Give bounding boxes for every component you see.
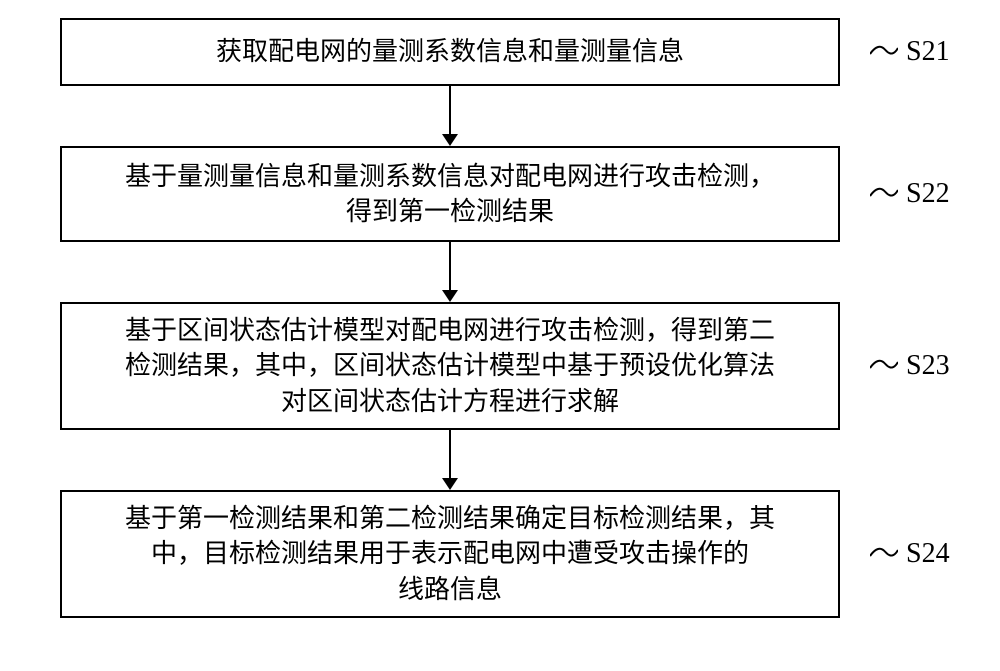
step-row-s24: 基于第一检测结果和第二检测结果确定目标检测结果，其中，目标检测结果用于表示配电网… bbox=[0, 490, 1000, 618]
connector-tilde bbox=[870, 182, 898, 207]
step-text-line: 对区间状态估计方程进行求解 bbox=[281, 384, 619, 419]
arrow bbox=[0, 242, 1000, 302]
step-label-cell: S24 bbox=[840, 538, 1000, 570]
step-row-s22: 基于量测量信息和量测系数信息对配电网进行攻击检测，得到第一检测结果 S22 bbox=[0, 146, 1000, 242]
step-label-cell: S22 bbox=[840, 178, 1000, 210]
step-text-line: 中，目标检测结果用于表示配电网中遭受攻击操作的 bbox=[151, 536, 749, 571]
step-text-line: 基于区间状态估计模型对配电网进行攻击检测，得到第二 bbox=[125, 313, 775, 348]
flowchart-root: 获取配电网的量测系数信息和量测量信息 S21 基于量测量信息和量测系数信息对配电网进… bbox=[0, 18, 1000, 618]
step-text-line: 基于量测量信息和量测系数信息对配电网进行攻击检测， bbox=[125, 159, 775, 194]
connector-tilde bbox=[870, 542, 898, 567]
step-id-label: S21 bbox=[906, 36, 950, 68]
step-box-s24: 基于第一检测结果和第二检测结果确定目标检测结果，其中，目标检测结果用于表示配电网… bbox=[60, 490, 840, 618]
step-text-line: 线路信息 bbox=[398, 572, 502, 607]
arrow bbox=[0, 86, 1000, 146]
step-label-cell: S21 bbox=[840, 36, 1000, 68]
step-text-line: 基于第一检测结果和第二检测结果确定目标检测结果，其 bbox=[125, 501, 775, 536]
arrow bbox=[0, 430, 1000, 490]
connector-tilde bbox=[870, 40, 898, 65]
step-label-cell: S23 bbox=[840, 350, 1000, 382]
step-box-s23: 基于区间状态估计模型对配电网进行攻击检测，得到第二检测结果，其中，区间状态估计模… bbox=[60, 302, 840, 430]
connector-tilde bbox=[870, 354, 898, 379]
step-id-label: S24 bbox=[906, 538, 950, 570]
step-id-label: S22 bbox=[906, 178, 950, 210]
step-text-line: 获取配电网的量测系数信息和量测量信息 bbox=[216, 34, 684, 69]
step-id-label: S23 bbox=[906, 350, 950, 382]
step-text-line: 检测结果，其中，区间状态估计模型中基于预设优化算法 bbox=[125, 348, 775, 383]
step-box-s21: 获取配电网的量测系数信息和量测量信息 bbox=[60, 18, 840, 86]
step-row-s21: 获取配电网的量测系数信息和量测量信息 S21 bbox=[0, 18, 1000, 86]
step-row-s23: 基于区间状态估计模型对配电网进行攻击检测，得到第二检测结果，其中，区间状态估计模… bbox=[0, 302, 1000, 430]
step-box-s22: 基于量测量信息和量测系数信息对配电网进行攻击检测，得到第一检测结果 bbox=[60, 146, 840, 242]
step-text-line: 得到第一检测结果 bbox=[346, 194, 554, 229]
